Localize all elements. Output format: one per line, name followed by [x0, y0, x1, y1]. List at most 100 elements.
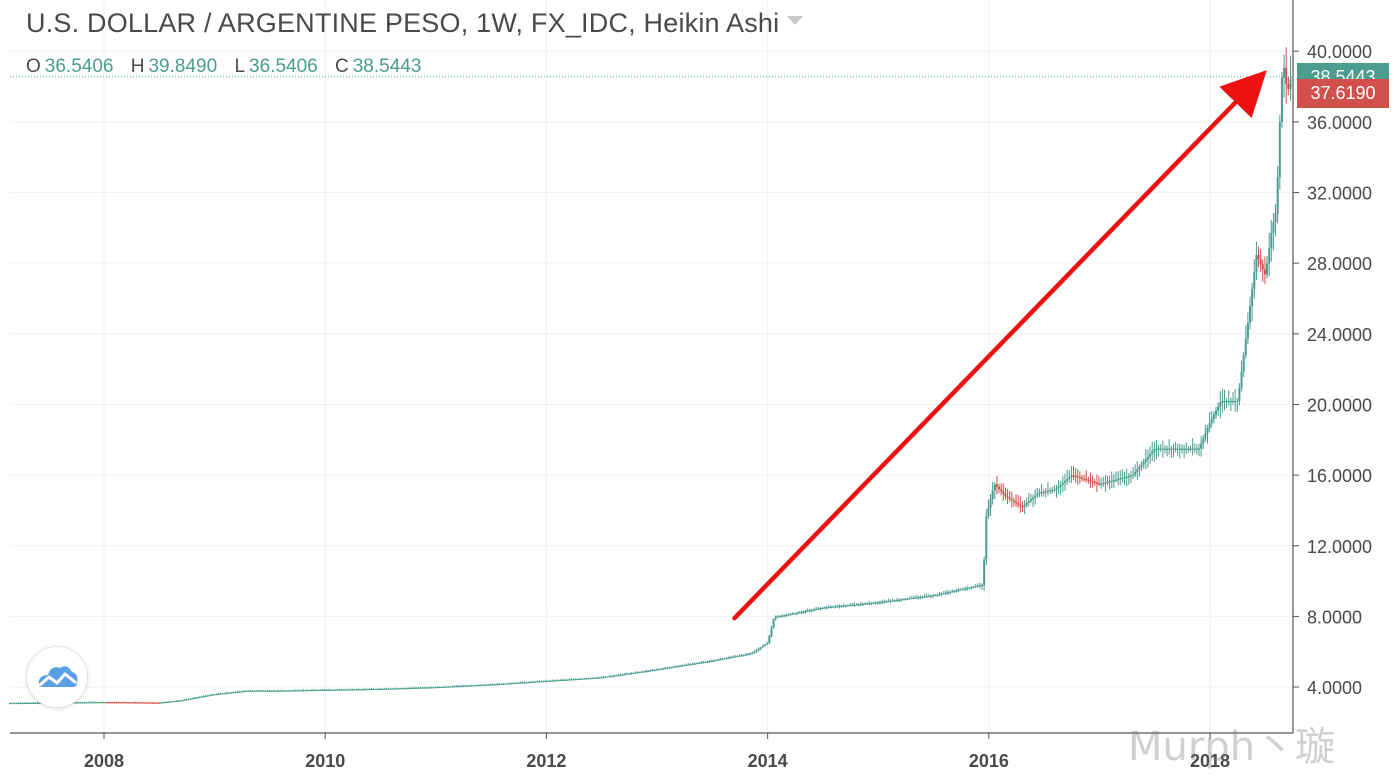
- candle-body: [944, 592, 947, 594]
- candle-body: [223, 693, 226, 695]
- candle-body: [755, 649, 758, 652]
- candle-body: [462, 685, 465, 687]
- candle-body: [972, 586, 975, 588]
- trend-arrow-line: [732, 70, 1267, 621]
- candle-body: [436, 686, 439, 689]
- candle-body: [432, 687, 435, 689]
- candle-body: [493, 684, 496, 686]
- candle-body: [708, 660, 711, 663]
- chart-title-text: U.S. DOLLAR / ARGENTINE PESO, 1W, FX_IDC…: [26, 8, 780, 38]
- candle-body: [1074, 475, 1077, 477]
- candle-body: [238, 691, 241, 693]
- candle-body: [1112, 480, 1115, 482]
- candle-body: [742, 654, 745, 657]
- ohlc-legend: O 36.5406 H 39.8490 L 36.5406 C 38.5443: [26, 56, 433, 78]
- y-tick-label: 32.0000: [1307, 184, 1372, 204]
- candle-body: [500, 683, 503, 685]
- candle-body: [1163, 448, 1166, 450]
- candle-body: [1180, 448, 1183, 450]
- candle-body: [925, 596, 928, 598]
- candle-body: [655, 669, 658, 671]
- candle-body: [502, 683, 505, 685]
- candle-body: [740, 655, 743, 657]
- candle-body: [334, 689, 337, 691]
- candle-body: [266, 690, 269, 692]
- candle-body: [1234, 400, 1237, 403]
- y-tick-label: 12.0000: [1307, 537, 1372, 557]
- candle-body: [1240, 371, 1243, 388]
- candle-body: [634, 672, 637, 674]
- candle-body: [1027, 501, 1030, 503]
- candle-body: [1255, 255, 1258, 273]
- candle-body: [438, 686, 441, 689]
- candle-body: [617, 674, 620, 677]
- candle-body: [174, 700, 177, 703]
- candle-body: [625, 673, 628, 675]
- candle-body: [753, 651, 756, 653]
- candle-body: [1272, 222, 1275, 233]
- candle-body: [160, 702, 163, 704]
- candle-body: [1110, 480, 1113, 482]
- candle-body: [277, 690, 280, 692]
- candle-body: [415, 687, 418, 689]
- candle-body: [355, 689, 358, 691]
- candle-body: [113, 702, 116, 704]
- candle-body: [200, 696, 203, 698]
- candle-body: [1197, 448, 1200, 450]
- candle-body: [1002, 491, 1005, 494]
- candle-body: [428, 687, 431, 689]
- tradingview-logo-icon[interactable]: [26, 646, 88, 708]
- candle-body: [574, 679, 577, 681]
- candle-body: [1178, 448, 1181, 450]
- chevron-down-icon[interactable]: [787, 16, 804, 26]
- high-value: 39.8490: [148, 56, 218, 77]
- candle-body: [951, 591, 954, 593]
- candle-body: [1212, 414, 1215, 419]
- candle-body: [1140, 464, 1143, 467]
- candle-body: [294, 690, 297, 692]
- candle-body: [732, 656, 735, 658]
- candle-body: [549, 680, 552, 682]
- candle-body: [691, 663, 694, 665]
- candle-body: [670, 667, 673, 669]
- candle-body: [1268, 248, 1271, 264]
- candle-body: [470, 685, 473, 687]
- candle-body: [1278, 121, 1281, 178]
- candle-body: [177, 700, 180, 702]
- candle-body: [202, 696, 205, 698]
- candle-body: [864, 603, 867, 605]
- candle-body: [517, 682, 520, 684]
- candle-body: [900, 599, 903, 601]
- candle-body: [1246, 322, 1249, 339]
- candle-body: [1151, 451, 1154, 455]
- candle-body: [606, 676, 609, 678]
- candle-body: [508, 683, 511, 685]
- candle-body: [1287, 83, 1290, 90]
- candle-body: [766, 643, 769, 645]
- candle-body: [1229, 400, 1232, 403]
- candle-body: [17, 702, 20, 705]
- candle-body: [421, 687, 424, 689]
- candle-body: [927, 595, 930, 598]
- candle-body: [1238, 387, 1241, 401]
- candle-body: [379, 688, 382, 691]
- candle-body: [627, 673, 630, 675]
- candle-body: [208, 695, 211, 697]
- candle-body: [230, 692, 233, 694]
- candle-body: [289, 690, 292, 692]
- candle-body: [636, 672, 639, 674]
- candle-body: [995, 484, 998, 487]
- candle-body: [751, 652, 754, 654]
- candle-body: [895, 599, 898, 602]
- candle-body: [1083, 478, 1086, 480]
- candle-body: [653, 669, 656, 671]
- candle-body: [581, 678, 584, 680]
- candle-body: [311, 689, 314, 692]
- chart-title[interactable]: U.S. DOLLAR / ARGENTINE PESO, 1W, FX_IDC…: [26, 8, 804, 39]
- candle-body: [1146, 456, 1149, 460]
- candle-body: [866, 603, 869, 605]
- candle-body: [23, 702, 26, 705]
- candle-body: [1261, 264, 1264, 270]
- candle-body: [519, 682, 522, 684]
